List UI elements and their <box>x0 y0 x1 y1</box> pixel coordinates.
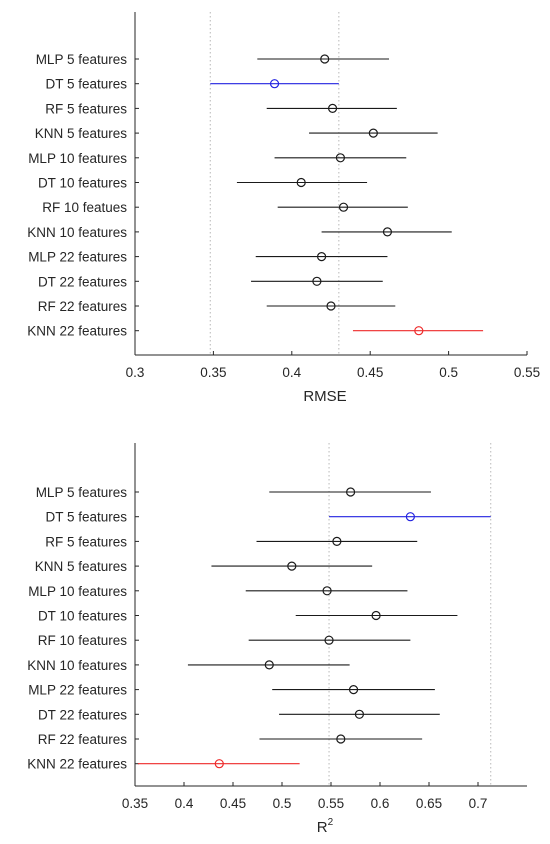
y-tick-label: RF 10 featues <box>42 200 127 215</box>
x-tick-label: 0.4 <box>282 365 301 380</box>
y-tick-label: MLP 5 features <box>36 485 128 500</box>
y-tick-label: KNN 10 features <box>27 658 127 673</box>
y-tick-label: KNN 5 features <box>35 559 128 574</box>
y-tick-label: KNN 22 features <box>27 324 127 339</box>
y-tick-label: KNN 22 features <box>27 757 127 772</box>
y-tick-label: KNN 10 features <box>27 225 127 240</box>
rmse-panel: 0.3 0.35 0.4 0.45 0.5 0.55 RMSE MLP 5 features D… <box>27 12 540 405</box>
y-tick-label: KNN 5 features <box>35 126 128 141</box>
x-tick-label: 0.4 <box>175 796 194 811</box>
mean-marker <box>324 635 334 645</box>
y-tick-label: RF 22 features <box>38 732 128 747</box>
mean-marker <box>332 536 342 547</box>
y-tick-label: MLP 10 features <box>28 151 127 166</box>
x-tick-label: 0.35 <box>200 365 226 380</box>
mean-marker <box>354 709 365 719</box>
x-axis-label: R2 <box>317 817 334 836</box>
mean-marker <box>320 54 330 64</box>
mean-marker <box>264 660 274 670</box>
mean-marker <box>335 153 346 163</box>
mean-marker <box>326 301 336 311</box>
mean-marker <box>371 610 381 621</box>
mean-marker <box>214 759 224 769</box>
x-tick-label: 0.45 <box>220 796 246 811</box>
y-tick-label: MLP 5 features <box>36 52 128 67</box>
y-tick-label: MLP 10 features <box>28 584 127 599</box>
mean-marker <box>336 734 346 744</box>
y-tick-label: DT 10 features <box>38 176 127 191</box>
mean-marker <box>346 487 356 497</box>
y-tick-label: RF 10 features <box>38 633 128 648</box>
x-tick-label: 0.55 <box>514 365 540 380</box>
x-tick-label: 0.7 <box>469 796 488 811</box>
y-tick-label: DT 10 features <box>38 609 127 624</box>
r2-panel: 0.35 0.4 0.45 0.5 0.55 0.6 0.65 0.7 R2 MLP 5 feat… <box>27 443 527 836</box>
y-tick-label: MLP 22 features <box>28 683 127 698</box>
y-tick-label: DT 5 features <box>45 510 127 525</box>
mean-marker <box>414 326 424 336</box>
y-tick-label: MLP 22 features <box>28 250 127 265</box>
mean-marker <box>327 103 338 114</box>
mean-marker <box>368 128 378 138</box>
y-tick-label: DT 22 features <box>38 274 127 289</box>
mean-marker <box>312 276 322 286</box>
y-tick-label: RF 5 features <box>45 101 127 116</box>
x-tick-label: 0.3 <box>126 365 145 380</box>
mean-marker <box>322 586 332 596</box>
mean-marker <box>316 252 327 262</box>
x-tick-label: 0.65 <box>416 796 442 811</box>
y-tick-label: DT 22 features <box>38 707 127 722</box>
y-tick-label: RF 5 features <box>45 534 127 549</box>
x-tick-label: 0.55 <box>318 796 344 811</box>
x-tick-label: 0.35 <box>122 796 148 811</box>
mean-marker <box>338 202 349 212</box>
y-tick-label: DT 5 features <box>45 77 127 92</box>
mean-marker <box>405 512 415 522</box>
x-tick-label: 0.6 <box>371 796 390 811</box>
mean-marker <box>382 227 393 237</box>
x-tick-label: 0.5 <box>439 365 458 380</box>
mean-marker <box>287 561 297 571</box>
y-tick-label: RF 22 features <box>38 299 128 314</box>
x-tick-label: 0.45 <box>357 365 383 380</box>
mean-marker <box>348 684 359 695</box>
x-tick-label: 0.5 <box>273 796 292 811</box>
mean-marker <box>296 177 306 188</box>
x-axis-label: RMSE <box>303 388 346 405</box>
x-axis-label-superscript: 2 <box>328 817 334 828</box>
mean-marker <box>269 79 280 89</box>
